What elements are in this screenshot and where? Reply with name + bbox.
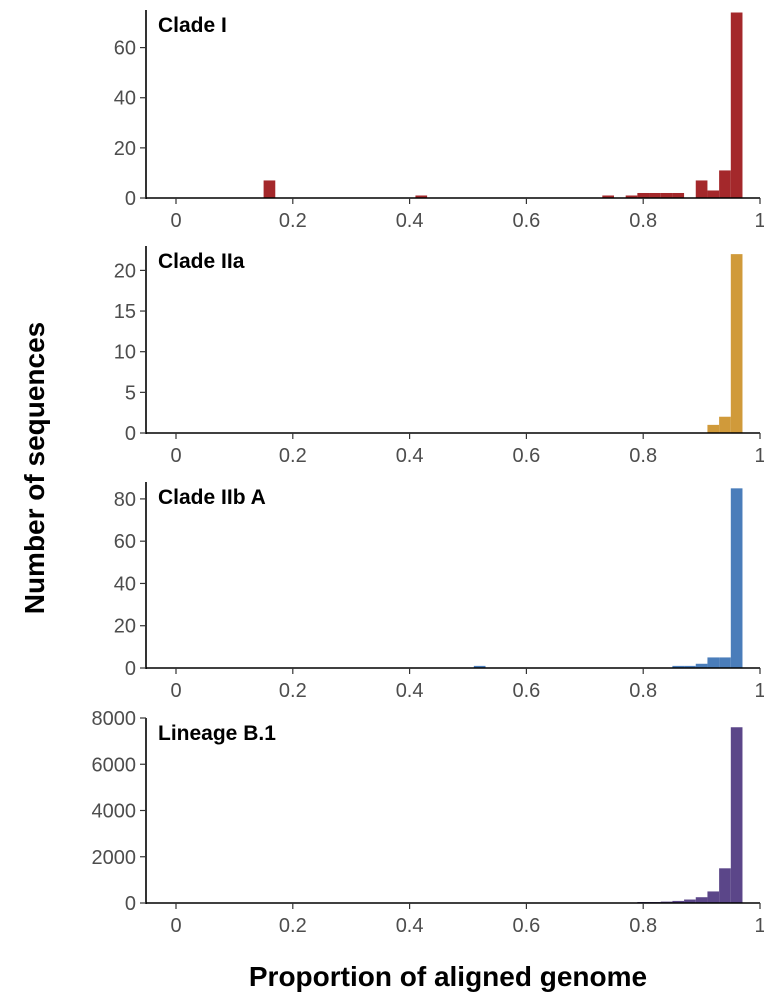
histogram-bar <box>707 190 719 198</box>
panel-1: 0 0.2 0.4 0.6 0.8 1 0 20 40 60 Clade I <box>114 10 764 232</box>
panel-title: Clade I <box>158 14 227 37</box>
x-tick-label: 0.4 <box>396 680 424 702</box>
histogram-bar <box>707 891 719 903</box>
y-tick-label: 0 <box>125 893 136 915</box>
x-tick-label: 0.8 <box>629 915 657 937</box>
histogram-bar <box>719 657 731 668</box>
x-tick-label: 1 <box>754 915 764 937</box>
x-tick-label: 0 <box>170 210 181 232</box>
x-tick-label: 0.8 <box>629 445 657 467</box>
x-tick-label: 0.2 <box>279 915 307 937</box>
y-tick-label: 40 <box>114 573 136 595</box>
panel-title: Clade IIb A <box>158 486 266 509</box>
histogram-bar <box>707 657 719 668</box>
y-tick-label: 2000 <box>92 847 137 869</box>
x-tick-label: 0 <box>170 680 181 702</box>
y-tick-label: 10 <box>114 342 136 364</box>
y-tick-label: 20 <box>114 260 136 282</box>
x-tick-label: 0.8 <box>629 210 657 232</box>
y-tick-label: 5 <box>125 382 136 404</box>
panel-title: Clade IIa <box>158 250 245 273</box>
histogram-bar <box>731 13 743 198</box>
x-tick-label: 1 <box>754 210 764 232</box>
y-axis-title: Number of sequences <box>19 322 50 615</box>
x-tick-label: 0.8 <box>629 680 657 702</box>
y-tick-label: 0 <box>125 658 136 680</box>
histogram-bar <box>731 727 743 903</box>
histogram-bar <box>731 254 743 433</box>
y-tick-label: 20 <box>114 138 136 160</box>
x-tick-label: 1 <box>754 680 764 702</box>
y-tick-label: 80 <box>114 489 136 511</box>
x-axis-title: Proportion of aligned genome <box>249 961 647 992</box>
x-tick-label: 0.2 <box>279 445 307 467</box>
x-tick-label: 0 <box>170 445 181 467</box>
histogram-bar <box>731 488 743 668</box>
panel-3: 0 0.2 0.4 0.6 0.8 1 0 20 40 60 80 Clade IIb A <box>114 482 764 702</box>
x-tick-label: 0.4 <box>396 445 424 467</box>
y-tick-label: 6000 <box>92 754 137 776</box>
x-tick-label: 0.6 <box>512 915 540 937</box>
y-tick-label: 4000 <box>92 801 137 823</box>
x-tick-label: 0.6 <box>512 445 540 467</box>
x-tick-label: 0 <box>170 915 181 937</box>
y-tick-label: 0 <box>125 423 136 445</box>
y-tick-label: 0 <box>125 188 136 210</box>
x-tick-label: 0.4 <box>396 210 424 232</box>
y-tick-label: 40 <box>114 88 136 110</box>
histogram-bar <box>719 868 731 903</box>
panel-4: 0 0.2 0.4 0.6 0.8 1 0 2000 4000 6000 8000 Lineage B… <box>92 708 764 937</box>
histogram-bar <box>719 417 731 433</box>
histogram-bar <box>707 425 719 433</box>
histogram-bar <box>696 180 708 198</box>
y-tick-label: 60 <box>114 531 136 553</box>
x-tick-label: 0.6 <box>512 210 540 232</box>
panel-title: Lineage B.1 <box>158 722 276 745</box>
y-tick-label: 60 <box>114 38 136 60</box>
y-tick-label: 8000 <box>92 708 137 730</box>
x-tick-label: 1 <box>754 445 764 467</box>
histogram-bar <box>719 170 731 198</box>
x-tick-label: 0.6 <box>512 680 540 702</box>
x-tick-label: 0.2 <box>279 210 307 232</box>
histogram-bar <box>696 897 708 903</box>
y-tick-label: 20 <box>114 616 136 638</box>
x-tick-label: 0.4 <box>396 915 424 937</box>
x-tick-label: 0.2 <box>279 680 307 702</box>
histogram-bar <box>264 180 276 198</box>
y-tick-label: 15 <box>114 301 136 323</box>
